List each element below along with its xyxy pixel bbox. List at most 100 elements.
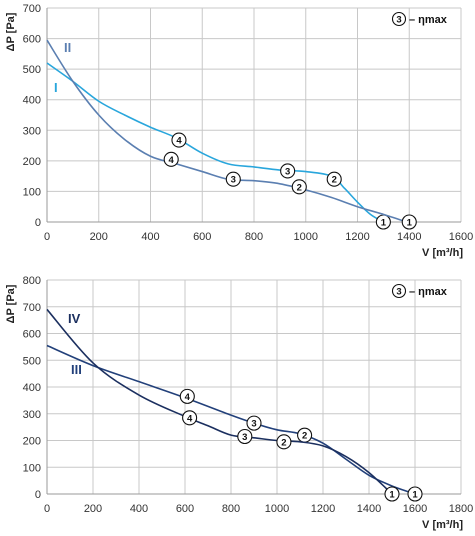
operating-point-circle xyxy=(276,434,292,450)
x-tick-label: 600 xyxy=(193,231,211,243)
operating-point-marker: 3 xyxy=(225,171,241,187)
series-line-IV xyxy=(46,308,393,495)
operating-point-marker: 4 xyxy=(163,151,179,167)
y-tick-label: 200 xyxy=(23,156,41,168)
operating-point-label: 1 xyxy=(381,218,387,229)
operating-point-label: 1 xyxy=(412,490,418,501)
x-tick-label: 400 xyxy=(130,503,148,515)
series-label-III: III xyxy=(71,362,82,377)
x-tick-label: 0 xyxy=(44,503,50,515)
eta-max-marker xyxy=(391,11,407,27)
x-tick-label: 1400 xyxy=(397,231,421,243)
operating-point-marker: 2 xyxy=(291,179,307,195)
y-tick-label: 800 xyxy=(23,275,41,287)
operating-point-circle xyxy=(291,179,307,195)
y-tick-label: 500 xyxy=(23,355,41,367)
operating-point-circle xyxy=(179,388,195,404)
operating-point-label: 1 xyxy=(407,218,413,229)
x-tick-label: 1400 xyxy=(357,503,381,515)
operating-point-marker: 3 xyxy=(280,163,296,179)
operating-point-marker: 4 xyxy=(179,388,195,404)
operating-point-marker: 1 xyxy=(401,214,417,230)
eta-max-text: – ηmax xyxy=(409,14,448,26)
x-tick-label: 800 xyxy=(245,231,263,243)
operating-point-circle xyxy=(182,410,198,426)
x-tick-label: 1200 xyxy=(311,503,335,515)
operating-point-label: 1 xyxy=(389,490,395,501)
y-axis-label: ΔP [Pa] xyxy=(5,12,17,51)
eta-max-text: – ηmax xyxy=(409,286,448,298)
eta-max-marker xyxy=(391,283,407,299)
eta-max-marker-label: 3 xyxy=(396,15,401,26)
operating-point-circle xyxy=(384,486,400,502)
operating-point-circle xyxy=(407,486,423,502)
y-tick-label: 0 xyxy=(35,489,41,501)
y-tick-label: 700 xyxy=(23,3,41,15)
operating-point-label: 4 xyxy=(187,413,193,424)
x-tick-label: 1600 xyxy=(449,231,473,243)
x-tick-label: 1000 xyxy=(265,503,289,515)
x-tick-label: 1000 xyxy=(294,231,318,243)
operating-point-label: 2 xyxy=(332,175,337,186)
chart-top: 0 100 200 300 400 500 600 700 0 200 400 600 800 1000 1… xyxy=(5,3,473,259)
series-line-I xyxy=(46,62,384,223)
series-label-IV: IV xyxy=(68,311,81,326)
operating-point-marker: 2 xyxy=(326,171,342,187)
operating-point-marker: 4 xyxy=(171,132,187,148)
operating-point-label: 3 xyxy=(231,175,236,186)
operating-point-marker: 1 xyxy=(384,486,400,502)
x-tick-label: 400 xyxy=(141,231,159,243)
x-tick-label: 1200 xyxy=(345,231,369,243)
operating-point-circle xyxy=(237,428,253,445)
operating-point-circle xyxy=(171,132,187,148)
operating-point-circle xyxy=(225,171,241,187)
x-tick-label: 1600 xyxy=(403,503,427,515)
operating-point-marker: 3 xyxy=(237,428,253,445)
operating-point-circle xyxy=(401,214,417,230)
y-tick-label: 100 xyxy=(23,186,41,198)
operating-point-label: 2 xyxy=(302,431,307,442)
series-line-II xyxy=(46,39,407,223)
x-tick-label: 800 xyxy=(222,503,240,515)
operating-point-marker: 2 xyxy=(297,427,313,443)
operating-point-label: 4 xyxy=(169,155,175,166)
x-tick-label: 200 xyxy=(84,503,102,515)
y-tick-label: 100 xyxy=(23,462,41,474)
y-tick-label: 400 xyxy=(23,95,41,107)
operating-point-label: 3 xyxy=(285,166,290,177)
operating-point-circle xyxy=(163,151,179,167)
y-tick-label: 300 xyxy=(23,125,41,137)
series-label-II: II xyxy=(64,40,71,55)
y-tick-label: 600 xyxy=(23,34,41,46)
operating-point-label: 3 xyxy=(242,432,247,443)
operating-point-circle xyxy=(246,415,262,431)
eta-max-note: 3 – ηmax xyxy=(391,11,448,27)
x-tick-label: 600 xyxy=(176,503,194,515)
y-tick-label: 0 xyxy=(35,217,41,229)
operating-point-circle xyxy=(280,163,296,179)
y-tick-label: 600 xyxy=(23,329,41,341)
eta-max-marker-label: 3 xyxy=(396,287,401,298)
x-tick-label: 1800 xyxy=(449,503,473,515)
series-label-I: I xyxy=(54,80,58,95)
y-tick-label: 400 xyxy=(23,382,41,394)
operating-point-marker: 1 xyxy=(375,214,391,230)
y-tick-label: 700 xyxy=(23,302,41,314)
operating-point-label: 2 xyxy=(281,437,286,448)
y-tick-label: 300 xyxy=(23,409,41,421)
chart-bottom: 0 100 200 300 400 500 600 700 800 0 200 400 600 800 10… xyxy=(5,275,473,531)
operating-point-circle xyxy=(326,171,342,187)
y-tick-label: 200 xyxy=(23,436,41,448)
x-tick-label: 0 xyxy=(44,231,50,243)
series-line-III xyxy=(46,344,416,495)
operating-point-marker: 3 xyxy=(246,415,262,431)
operating-point-label: 4 xyxy=(185,392,191,403)
y-axis-label: ΔP [Pa] xyxy=(5,284,17,323)
x-axis-label: V [m³/h] xyxy=(422,519,463,531)
operating-point-marker: 4 xyxy=(182,410,198,426)
operating-point-marker: 2 xyxy=(276,434,292,450)
x-tick-label: 200 xyxy=(90,231,108,243)
operating-point-label: 2 xyxy=(297,182,302,193)
operating-point-label: 3 xyxy=(251,419,256,430)
eta-max-note: 3 – ηmax xyxy=(391,283,448,299)
